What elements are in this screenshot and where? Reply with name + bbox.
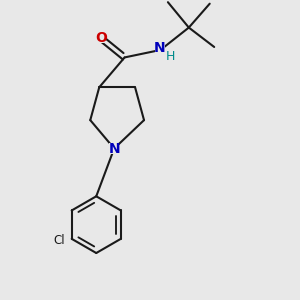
FancyBboxPatch shape — [109, 143, 119, 154]
Text: Cl: Cl — [53, 234, 65, 247]
FancyBboxPatch shape — [166, 52, 174, 61]
FancyBboxPatch shape — [51, 235, 68, 246]
Text: O: O — [95, 31, 107, 45]
FancyBboxPatch shape — [154, 43, 165, 54]
Text: N: N — [154, 41, 166, 56]
Text: H: H — [165, 50, 175, 63]
Text: N: N — [108, 142, 120, 155]
FancyBboxPatch shape — [95, 33, 106, 43]
